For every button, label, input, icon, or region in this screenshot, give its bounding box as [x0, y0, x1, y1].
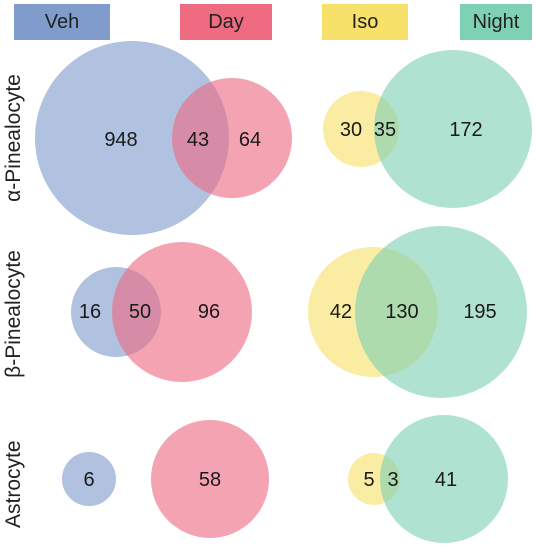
venn-count-overlap: 43: [187, 129, 209, 151]
legend-day-label: Day: [208, 10, 244, 33]
venn-circle-day: [172, 78, 292, 198]
venn-circle-night: [380, 415, 508, 543]
venn-count-only-a: 30: [340, 119, 362, 141]
legend-day: Day: [180, 4, 272, 40]
venn-count-only-b: 195: [463, 301, 496, 323]
venn-count-overlap: 3: [387, 469, 398, 491]
legend-night-label: Night: [472, 10, 520, 33]
venn-count-only-a: 6: [83, 469, 94, 491]
legend-iso-label: Iso: [351, 10, 379, 33]
venn-count-only-b: 58: [199, 469, 221, 491]
venn-count-overlap: 35: [374, 119, 396, 141]
legend-veh-label: Veh: [44, 10, 80, 33]
venn-circle-veh: [62, 452, 116, 506]
venn-count-only-b: 41: [435, 469, 457, 491]
venn-circle-day: [112, 242, 252, 382]
venn-count-only-b: 172: [449, 119, 482, 141]
venn-count-only-a: 16: [79, 301, 101, 323]
venn-count-overlap: 130: [385, 301, 418, 323]
venn-count-only-a: 5: [363, 469, 374, 491]
venn-circle-veh: [35, 41, 229, 235]
legend-night: Night: [460, 4, 532, 40]
venn-count-overlap: 50: [129, 301, 151, 323]
venn-count-only-a: 948: [104, 129, 137, 151]
venn-count-only-a: 42: [330, 301, 352, 323]
legend-veh: Veh: [14, 4, 110, 40]
venn-circle-day: [151, 420, 269, 538]
venn-count-only-b: 96: [198, 301, 220, 323]
venn-circle-night: [355, 226, 527, 398]
venn-count-only-b: 64: [239, 129, 261, 151]
venn-circle-night: [374, 50, 532, 208]
legend-iso: Iso: [322, 4, 408, 40]
